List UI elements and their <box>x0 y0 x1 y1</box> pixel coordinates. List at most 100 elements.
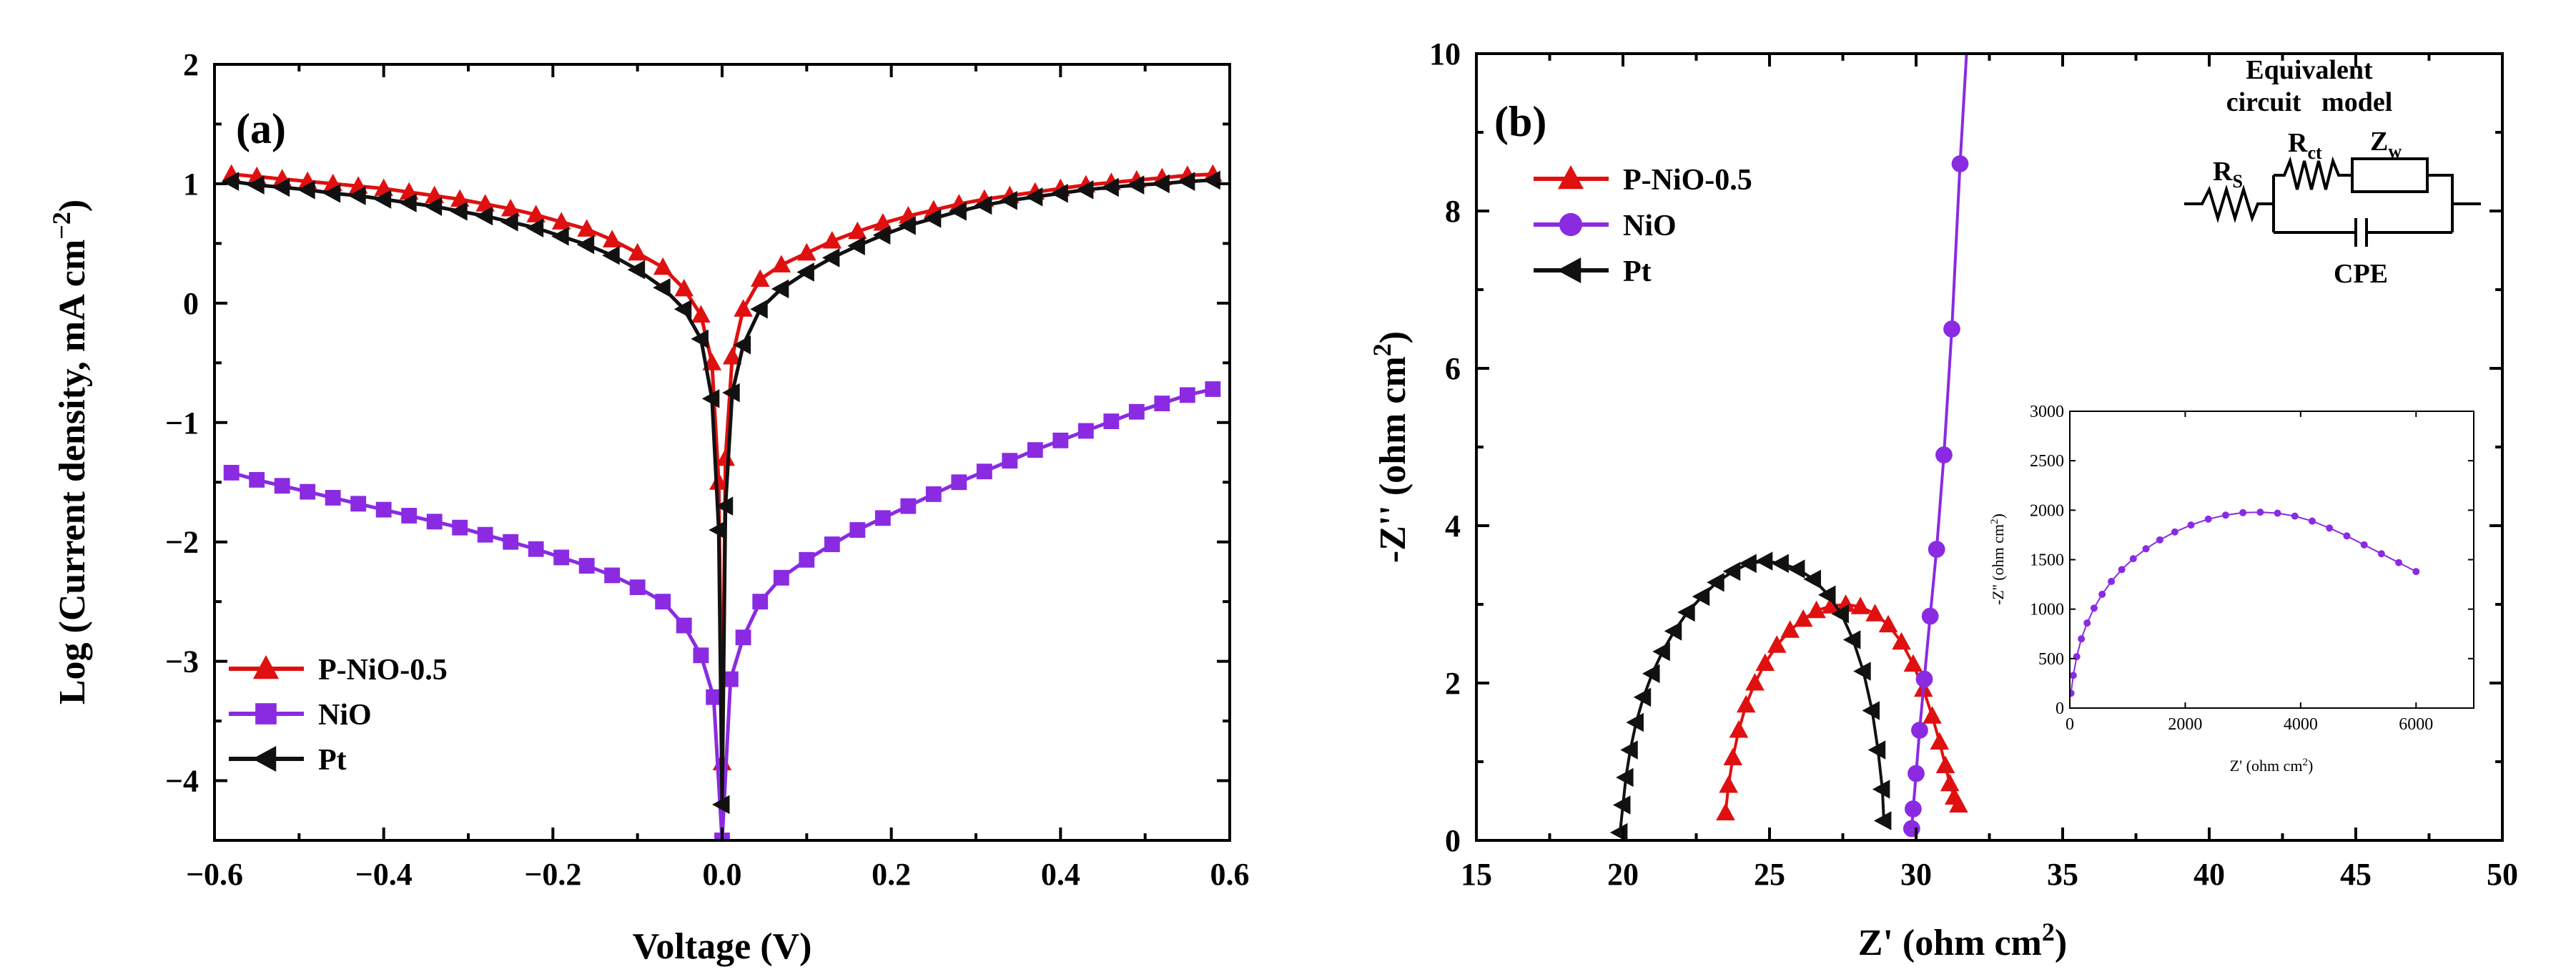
panel-a-y-axis-label: Log (Current density, mA cm−2) <box>47 200 93 704</box>
panel-a-data-point <box>249 471 265 488</box>
panel-a-data-point <box>604 567 621 584</box>
panel-b-data-point <box>1821 596 1841 614</box>
panel-b-data-point <box>1723 747 1743 765</box>
circuit-title-line1: Equivalent <box>2246 55 2373 85</box>
panel-a-data-point <box>701 389 720 408</box>
panel-a-data-point <box>1154 396 1170 411</box>
panel-a-data-point <box>373 190 392 209</box>
x-tick-label: −0.4 <box>355 857 413 892</box>
panel-a-data-point <box>674 278 694 297</box>
y-tick-label: 3000 <box>2030 403 2064 421</box>
panel-a-data-point <box>822 231 842 249</box>
x-tick-label: 4000 <box>2284 715 2318 734</box>
panel-b-data-point <box>1951 155 1969 172</box>
panel-a-data-point <box>974 195 992 215</box>
panel-a-data-point <box>426 514 443 530</box>
panel-b-data-point <box>1921 607 1939 625</box>
panel-a-data-point <box>450 202 468 221</box>
rs-label: RS <box>2213 157 2243 192</box>
panel-a-data-point <box>750 299 768 319</box>
panel-a-data-point <box>629 579 646 596</box>
inset-data-point <box>2309 517 2316 525</box>
cpe-label: CPE <box>2334 259 2388 289</box>
x-tick-label: 40 <box>2193 857 2225 892</box>
panel-a-data-point <box>848 221 867 240</box>
panel-a-data-point <box>716 448 736 466</box>
x-tick-label: 35 <box>2047 857 2078 892</box>
inset-data-point <box>2171 528 2178 536</box>
panel-b-data-point <box>1745 673 1765 691</box>
panel-b-data-point <box>1716 802 1735 820</box>
panel-a-data-point <box>1002 453 1018 469</box>
panel-b-data-point <box>1767 635 1787 653</box>
panel-a-data-point <box>602 245 620 265</box>
panel-b-data-point <box>1928 541 1945 558</box>
panel-b-data-point <box>1930 732 1950 750</box>
panel-b-data-point <box>1836 594 1855 612</box>
panel-a-data-point <box>348 186 366 205</box>
panel-a-data-point <box>709 472 729 490</box>
inset-data-point <box>2078 635 2086 643</box>
x-tick-label: 20 <box>1607 857 1639 892</box>
panel-b-data-point <box>1911 722 1928 739</box>
panel-b-data-point <box>1867 740 1886 760</box>
panel-b-x-axis-label: Z' (ohm cm2) <box>1858 918 2067 963</box>
inset-data-point <box>2256 509 2264 516</box>
inset-data-point <box>2326 524 2334 532</box>
panel-a-data-point <box>475 194 495 212</box>
x-tick-label: 0.4 <box>1041 857 1080 892</box>
circuit-node-right <box>2427 174 2454 232</box>
panel-a-data-point <box>350 496 367 512</box>
legend-label: Pt <box>318 744 347 777</box>
panel-a-label: (a) <box>236 105 286 152</box>
panel-a-data-point <box>771 255 791 273</box>
panel-a-data-point <box>274 478 290 494</box>
panel-a-data-point <box>898 216 916 235</box>
panel-a-data-point <box>551 212 571 230</box>
panel-a-data-point <box>1025 187 1043 207</box>
panel-b-data-point <box>1872 780 1890 799</box>
y-tick-label: −3 <box>165 644 199 679</box>
circuit-wiring <box>2184 156 2481 247</box>
panel-b-data-point <box>1905 800 1922 818</box>
panel-a-data-point <box>300 483 316 500</box>
panel-a-data-point <box>722 346 742 365</box>
x-tick-label: 0.6 <box>1210 857 1250 892</box>
panel-a-data-point <box>325 490 341 506</box>
panel-b-x-label-main: Z' (ohm cm <box>1858 923 2042 963</box>
panel-b-data-point <box>1626 712 1644 732</box>
panel-a-data-point <box>735 629 751 646</box>
panel-a-data-point <box>272 177 290 197</box>
panel-a-data-point <box>399 193 417 212</box>
panel-b-data-point <box>1960 6 1978 23</box>
zw-label-sub: w <box>2388 141 2402 162</box>
legend-label: NiO <box>318 699 372 732</box>
panel-a-data-point <box>503 534 519 550</box>
panel-b-data-point <box>1620 740 1638 760</box>
panel-a-plot-area <box>221 164 1223 840</box>
inset-data-point <box>2343 532 2351 540</box>
panel-b-data-point <box>1831 604 1849 624</box>
legend-marker <box>255 703 277 725</box>
panel-a-data-point <box>796 262 814 282</box>
legend-label: P-NiO-0.5 <box>1623 164 1752 197</box>
inset-x-label-main: Z' (ohm cm <box>2230 757 2303 775</box>
panel-a-y-label-main: Log (Current density, mA cm <box>52 240 93 704</box>
panel-a-data-point <box>673 299 692 319</box>
panel-a-series-1 <box>223 381 1221 840</box>
rs-label-main: R <box>2213 157 2233 187</box>
rct-label-sub: ct <box>2307 142 2322 163</box>
legend-marker <box>1557 257 1581 284</box>
inset-x-axis-label: Z' (ohm cm2) <box>2230 757 2314 775</box>
panel-b-series-2 <box>1609 551 1892 840</box>
panel-a-legend: P-NiO-0.5 NiO Pt <box>229 654 448 777</box>
panel-a-data-point <box>247 175 265 195</box>
panel-a-data-point <box>874 510 891 526</box>
legend-label: NiO <box>1623 210 1677 242</box>
panel-a-data-point <box>1179 387 1195 403</box>
panel-b-x-label-close: ) <box>2055 923 2067 963</box>
legend-marker <box>252 745 277 772</box>
inset-data-point <box>2395 559 2403 566</box>
panel-b-data-point <box>1729 720 1749 738</box>
panel-a-data-point <box>1000 190 1017 210</box>
